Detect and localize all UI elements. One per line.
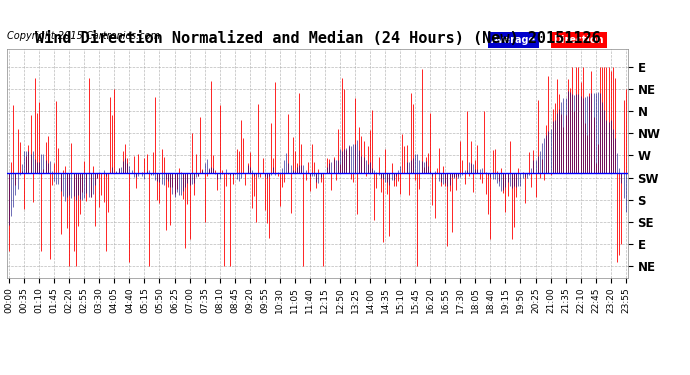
Title: Wind Direction Normalized and Median (24 Hours) (New) 20151126: Wind Direction Normalized and Median (24… — [34, 31, 600, 46]
Text: Copyright 2015 Cartronics.com: Copyright 2015 Cartronics.com — [7, 32, 160, 41]
Text: Direction: Direction — [553, 35, 604, 45]
Text: Average: Average — [491, 35, 536, 45]
